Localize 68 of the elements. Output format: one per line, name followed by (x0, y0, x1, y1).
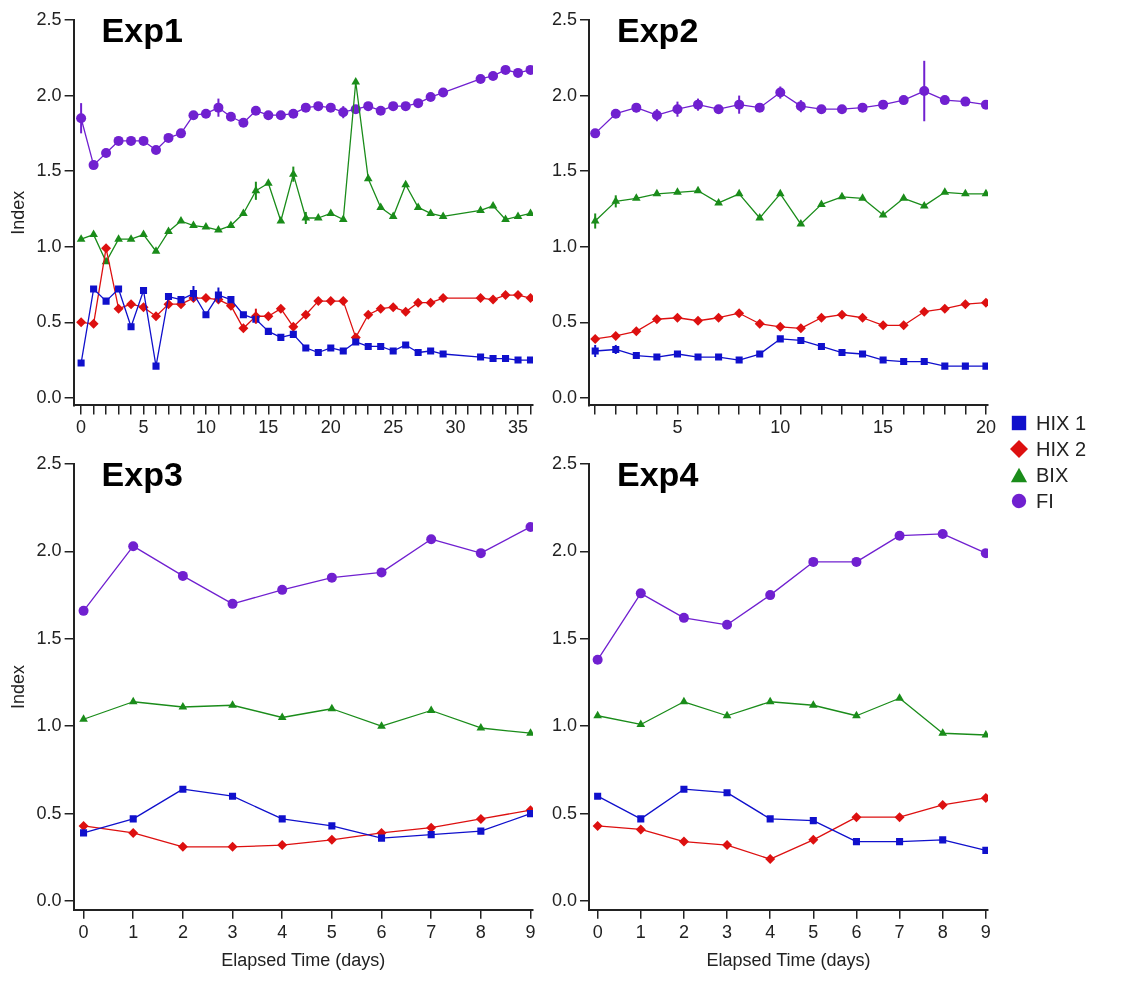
x-axis-title: Elapsed Time (days) (221, 950, 386, 971)
x-tick-label: 15 (258, 417, 279, 438)
x-tick-label: 0 (76, 417, 87, 438)
x-tick-label: 20 (975, 417, 996, 438)
y-tick-label: 1.5 (551, 627, 578, 648)
y-tick-label: 2.0 (36, 84, 62, 105)
x-tick-label: 2 (177, 921, 188, 942)
y-tick-label: 1.0 (36, 715, 62, 736)
y-tick-label: 2.5 (36, 452, 62, 473)
x-tick-label: 7 (894, 921, 905, 942)
x-tick-label: 5 (808, 921, 819, 942)
x-tick-label: 1 (128, 921, 139, 942)
y-tick-label: 2.0 (36, 540, 62, 561)
legend-label: BIX (1036, 463, 1069, 487)
y-tick-label: 0.0 (36, 890, 62, 911)
y-tick-label: 1.5 (551, 160, 578, 181)
chart-title: Exp1 (101, 11, 183, 50)
y-tick-label: 1.0 (36, 235, 62, 256)
x-tick-label: 25 (383, 417, 404, 438)
x-tick-label: 4 (765, 921, 776, 942)
chart-title: Exp3 (101, 455, 183, 494)
x-tick-label: 5 (138, 417, 149, 438)
x-tick-label: 9 (525, 921, 536, 942)
y-tick-label: 2.5 (36, 8, 62, 29)
x-tick-label: 15 (873, 417, 894, 438)
chart-title: Exp2 (617, 11, 699, 50)
x-tick-label: 4 (277, 921, 288, 942)
y-tick-label: 0.0 (551, 890, 578, 911)
y-tick-label: 0.5 (36, 802, 62, 823)
x-tick-label: 30 (445, 417, 466, 438)
x-tick-label: 6 (376, 921, 387, 942)
y-tick-label: 2.5 (551, 8, 578, 29)
x-tick-label: 5 (672, 417, 683, 438)
x-tick-label: 0 (78, 921, 89, 942)
y-tick-label: 2.0 (551, 540, 578, 561)
x-tick-label: 35 (508, 417, 529, 438)
legend-label: HIX 1 (1036, 411, 1087, 435)
legend-label: FI (1036, 489, 1054, 513)
x-tick-label: 0 (592, 921, 603, 942)
x-tick-label: 2 (678, 921, 689, 942)
x-tick-label: 7 (426, 921, 437, 942)
y-tick-label: 1.5 (36, 160, 62, 181)
x-tick-label: 10 (770, 417, 791, 438)
y-tick-label: 0.5 (551, 802, 578, 823)
y-tick-label: 0.0 (551, 386, 578, 407)
x-tick-label: 8 (475, 921, 486, 942)
x-tick-label: 5 (326, 921, 337, 942)
x-tick-label: 6 (851, 921, 862, 942)
y-tick-label: 1.0 (551, 715, 578, 736)
y-tick-label: 2.0 (551, 84, 578, 105)
y-tick-label: 1.0 (551, 235, 578, 256)
x-axis-title: Elapsed Time (days) (706, 950, 871, 971)
x-tick-label: 10 (195, 417, 216, 438)
y-axis-title: Index (7, 664, 28, 709)
x-tick-label: 1 (635, 921, 646, 942)
chart-title: Exp4 (617, 455, 699, 494)
x-tick-label: 8 (937, 921, 948, 942)
y-tick-label: 0.5 (551, 311, 578, 332)
y-axis-title: Index (7, 190, 28, 235)
y-tick-label: 1.5 (36, 627, 62, 648)
y-tick-label: 0.0 (36, 386, 62, 407)
x-tick-label: 3 (722, 921, 733, 942)
y-tick-label: 0.5 (36, 311, 62, 332)
legend-label: HIX 2 (1036, 437, 1087, 461)
x-tick-label: 9 (980, 921, 991, 942)
y-tick-label: 2.5 (551, 452, 578, 473)
x-tick-label: 3 (227, 921, 238, 942)
x-tick-label: 20 (320, 417, 341, 438)
